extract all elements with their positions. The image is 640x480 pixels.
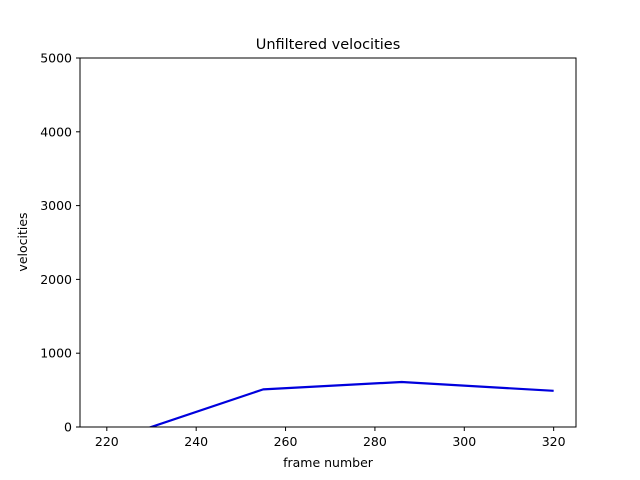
series-layer	[147, 380, 554, 427]
x-tick-label: 320	[542, 434, 566, 449]
x-tick-label: 220	[95, 434, 119, 449]
y-tick-label: 1000	[40, 346, 72, 361]
y-axis: 0 1000 2000 3000 4000 5000	[40, 51, 80, 435]
y-tick-label: 2000	[40, 272, 72, 287]
x-tick-label: 260	[274, 434, 298, 449]
x-tick-label: 280	[363, 434, 387, 449]
series-line	[147, 380, 554, 427]
x-tick-label: 240	[184, 434, 208, 449]
x-axis: 220 240 260 280 300 320	[95, 427, 566, 449]
chart-title: Unfiltered velocities	[256, 37, 401, 53]
y-tick-label: 0	[64, 420, 72, 435]
y-tick-label: 5000	[40, 51, 72, 66]
y-tick-label: 3000	[40, 198, 72, 213]
x-axis-label: frame number	[283, 455, 374, 470]
y-axis-label: velocities	[15, 212, 30, 271]
plot-frame	[79, 57, 577, 428]
y-tick-label: 4000	[40, 124, 72, 139]
x-tick-label: 300	[452, 434, 476, 449]
